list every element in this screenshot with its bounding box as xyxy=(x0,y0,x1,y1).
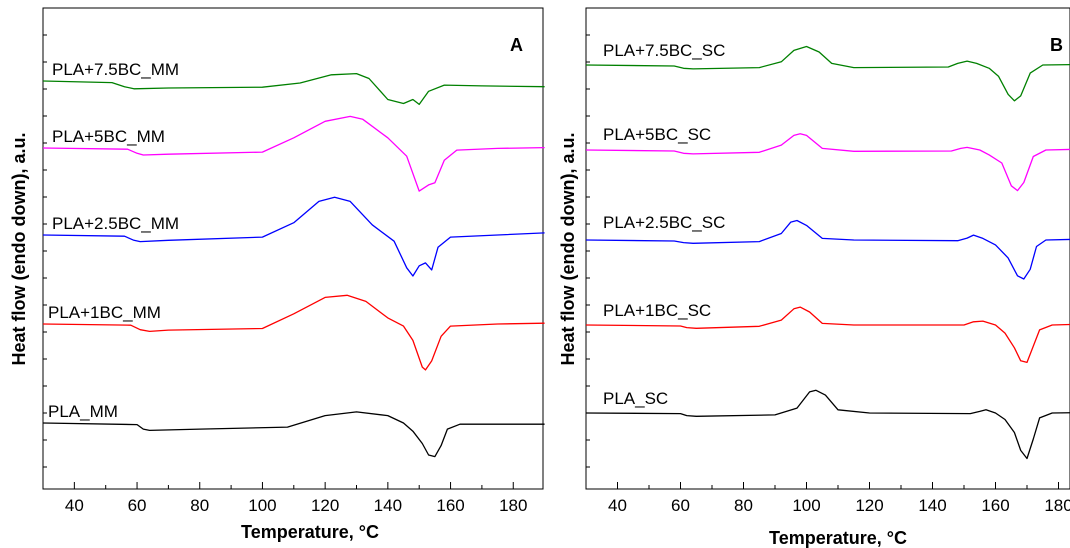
x-tick-label: 180 xyxy=(1044,496,1070,515)
x-tick-label: 60 xyxy=(128,496,147,515)
y-axis-title: Heat flow (endo down), a.u. xyxy=(9,133,29,366)
x-tick-label: 120 xyxy=(855,496,883,515)
x-axis-title: Temperature, °C xyxy=(769,528,907,548)
chart-panel-a: 40 60 80 100 120 140 160 180 PLA+7.5BC_MM PLA+5BC… xyxy=(9,7,545,542)
series-line xyxy=(585,45,1070,102)
x-tick-label: 80 xyxy=(190,496,209,515)
series-label: PLA+1BC_SC xyxy=(603,301,711,320)
series-line xyxy=(42,115,545,192)
x-tick-label: 60 xyxy=(671,496,690,515)
series-label: PLA+7.5BC_MM xyxy=(52,60,179,79)
x-tick-label: 100 xyxy=(792,496,820,515)
series-line xyxy=(42,196,545,277)
x-tick-label: 80 xyxy=(734,496,753,515)
x-tick-label: 100 xyxy=(248,496,276,515)
plot-frame xyxy=(42,7,544,490)
series-line xyxy=(42,294,545,371)
x-tick-label: 40 xyxy=(608,496,627,515)
y-axis-title: Heat flow (endo down), a.u. xyxy=(558,133,578,366)
series-line xyxy=(585,133,1070,192)
series-line xyxy=(585,219,1070,280)
x-tick-label: 160 xyxy=(436,496,464,515)
series-label: PLA_MM xyxy=(48,402,118,421)
series-line xyxy=(42,72,545,106)
series-line xyxy=(585,389,1070,460)
x-axis-title: Temperature, °C xyxy=(241,522,379,542)
panel-letter: A xyxy=(510,35,523,55)
x-tick-label: 180 xyxy=(499,496,527,515)
x-tick-label: 120 xyxy=(311,496,339,515)
x-tick-label: 40 xyxy=(65,496,84,515)
series-line xyxy=(585,306,1070,364)
series-line xyxy=(42,411,545,458)
series-label: PLA+2.5BC_SC xyxy=(603,213,725,232)
x-tick-label: 160 xyxy=(981,496,1009,515)
series-label: PLA+2.5BC_MM xyxy=(52,214,179,233)
series-label: PLA+5BC_MM xyxy=(52,127,165,146)
plot-frame xyxy=(585,7,1070,490)
series-label: PLA+1BC_MM xyxy=(48,303,161,322)
series-label: PLA+7.5BC_SC xyxy=(603,41,725,60)
x-tick-label: 140 xyxy=(374,496,402,515)
chart-panel-b: 40 60 80 100 120 140 160 180 PLA+7.5BC_SC PLA+5BC… xyxy=(558,7,1070,548)
panel-letter: B xyxy=(1050,35,1063,55)
x-tick-label: 140 xyxy=(918,496,946,515)
series-label: PLA+5BC_SC xyxy=(603,125,711,144)
series-label: PLA_SC xyxy=(603,389,668,408)
